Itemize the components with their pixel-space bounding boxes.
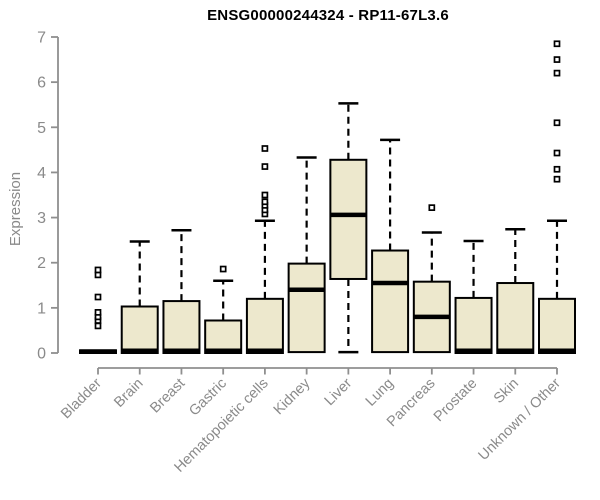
box-unknown-other [538,40,576,355]
y-tick-label: 2 [37,255,46,272]
box-breast [162,228,201,355]
box-prostate [454,239,493,355]
outlier-point [553,149,561,157]
outlier-point [219,265,227,273]
x-tick-label-prostate: Prostate [431,376,480,425]
box-body [454,296,493,355]
box-body [245,297,284,355]
box-liver [329,102,368,354]
x-tick-label-bladder: Bladder [58,375,105,422]
box-brain [120,240,159,355]
y-tick-label: 5 [37,120,46,137]
box-body [162,300,201,355]
x-tick-label-lung: Lung [363,376,397,410]
outlier-point [94,293,102,301]
box-body [287,262,326,354]
box-body [329,158,368,280]
box-pancreas [412,204,451,354]
outlier-point [553,40,561,48]
outlier-point [94,266,102,274]
chart-title: ENSG00000244324 - RP11-67L3.6 [207,7,449,24]
outlier-point [553,175,561,183]
x-tick-label-kidney: Kidney [271,375,314,418]
box-hematopoietic-cells [245,145,284,355]
box-gastric [204,265,243,354]
box-skin [496,228,535,354]
y-tick-label: 3 [37,210,46,227]
box-body [496,282,535,354]
outlier-point [428,204,436,211]
box-kidney [287,156,326,354]
x-tick-label-skin: Skin [491,376,522,407]
box-body [204,319,243,354]
x-tick-label-breast: Breast [147,376,188,417]
outlier-point [553,165,561,173]
y-axis: 0 1 2 3 4 5 6 7 [37,30,59,363]
box-body [120,305,159,355]
y-tick-label: 0 [37,346,46,363]
y-tick-label: 1 [37,300,46,317]
outlier-point [553,119,561,127]
box-body [371,249,410,354]
box-bladder [79,266,117,355]
y-tick-label: 6 [37,75,46,92]
outlier-point [553,69,561,77]
box-lung [371,138,410,354]
outlier-point [261,163,269,170]
outlier-point [261,191,269,199]
x-tick-label-liver: Liver [322,375,356,409]
box-body [538,297,576,355]
y-tick-label: 7 [37,30,46,47]
outlier-point [553,56,561,63]
outlier-point [261,145,269,152]
outlier-point [94,322,102,330]
y-tick-label: 4 [37,165,46,182]
outlier-point [94,309,102,316]
x-tick-label-brain: Brain [111,376,146,411]
outlier-point [261,198,269,206]
